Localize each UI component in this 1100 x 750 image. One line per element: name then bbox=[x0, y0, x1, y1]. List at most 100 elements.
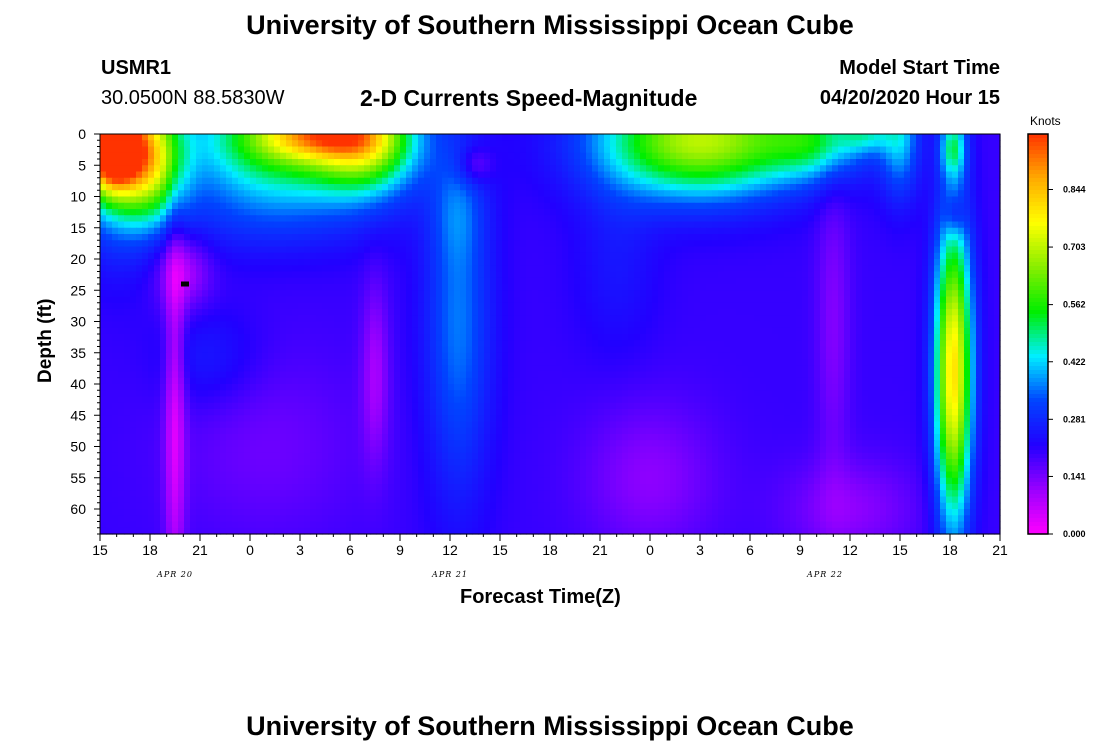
heatmap-cell bbox=[928, 271, 935, 279]
heatmap-cell bbox=[658, 334, 665, 341]
heatmap-cell bbox=[394, 196, 401, 204]
heatmap-cell bbox=[670, 215, 677, 223]
heatmap-cell bbox=[922, 315, 929, 323]
heatmap-cell bbox=[286, 284, 293, 291]
heatmap-cell bbox=[304, 265, 311, 273]
heatmap-cell bbox=[508, 202, 515, 210]
heatmap-cell bbox=[754, 184, 761, 191]
heatmap-cell bbox=[226, 271, 233, 279]
heatmap-cell bbox=[556, 277, 563, 285]
heatmap-cell bbox=[616, 134, 623, 141]
heatmap-cell bbox=[460, 290, 467, 298]
heatmap-cell bbox=[370, 134, 377, 141]
heatmap-cell bbox=[514, 284, 521, 291]
heatmap-cell bbox=[424, 246, 431, 254]
heatmap-cell bbox=[142, 334, 149, 341]
heatmap-cell bbox=[832, 309, 839, 316]
heatmap-cell bbox=[160, 146, 167, 154]
heatmap-cell bbox=[346, 190, 353, 198]
heatmap-cell bbox=[784, 184, 791, 191]
heatmap-cell bbox=[280, 202, 287, 210]
heatmap-cell bbox=[106, 215, 113, 223]
heatmap-cell bbox=[766, 215, 773, 223]
heatmap-cell bbox=[706, 234, 713, 241]
heatmap-cell bbox=[106, 271, 113, 279]
heatmap-cell bbox=[652, 277, 659, 285]
heatmap-cell bbox=[322, 202, 329, 210]
heatmap-cell bbox=[310, 165, 317, 173]
heatmap-cell bbox=[532, 321, 539, 329]
heatmap-cell bbox=[844, 277, 851, 285]
heatmap-cell bbox=[808, 146, 815, 154]
heatmap-cell bbox=[190, 221, 197, 229]
heatmap-cell bbox=[778, 171, 785, 179]
heatmap-cell bbox=[886, 271, 893, 279]
heatmap-cell bbox=[988, 209, 995, 216]
heatmap-cell bbox=[760, 221, 767, 229]
heatmap-cell bbox=[634, 184, 641, 191]
heatmap-cell bbox=[424, 334, 431, 341]
heatmap-cell bbox=[250, 202, 257, 210]
heatmap-cell bbox=[436, 252, 443, 260]
heatmap-cell bbox=[676, 234, 683, 241]
heatmap-cell bbox=[976, 196, 983, 204]
heatmap-cell bbox=[148, 215, 155, 223]
heatmap-cell bbox=[652, 140, 659, 148]
heatmap-cell bbox=[298, 134, 305, 141]
heatmap-cell bbox=[544, 290, 551, 298]
heatmap-cell bbox=[310, 309, 317, 316]
heatmap-cell bbox=[232, 290, 239, 298]
heatmap-cell bbox=[268, 221, 275, 229]
heatmap-cell bbox=[382, 227, 389, 235]
heatmap-cell bbox=[280, 134, 287, 141]
heatmap-cell bbox=[292, 227, 299, 235]
heatmap-cell bbox=[208, 196, 215, 204]
heatmap-cell bbox=[946, 327, 953, 335]
heatmap-cell bbox=[928, 215, 935, 223]
heatmap-cell bbox=[250, 265, 257, 273]
heatmap-cell bbox=[916, 209, 923, 216]
heatmap-cell bbox=[934, 184, 941, 191]
heatmap-cell bbox=[730, 246, 737, 254]
heatmap-cell bbox=[880, 334, 887, 341]
heatmap-cell bbox=[724, 321, 731, 329]
heatmap-cell bbox=[568, 159, 575, 166]
heatmap-cell bbox=[214, 302, 221, 310]
heatmap-cell bbox=[664, 290, 671, 298]
heatmap-cell bbox=[880, 165, 887, 173]
heatmap-cell bbox=[916, 221, 923, 229]
heatmap-cell bbox=[982, 177, 989, 185]
heatmap-cell bbox=[700, 246, 707, 254]
heatmap-cell bbox=[316, 327, 323, 335]
heatmap-cell bbox=[184, 340, 191, 348]
heatmap-cell bbox=[694, 202, 701, 210]
heatmap-cell bbox=[502, 140, 509, 148]
heatmap-cell bbox=[706, 284, 713, 291]
heatmap-cell bbox=[850, 246, 857, 254]
heatmap-cell bbox=[400, 134, 407, 141]
heatmap-cell bbox=[208, 302, 215, 310]
heatmap-cell bbox=[250, 209, 257, 216]
heatmap-cell bbox=[844, 140, 851, 148]
heatmap-cell bbox=[232, 196, 239, 204]
heatmap-cell bbox=[520, 177, 527, 185]
heatmap-cell bbox=[892, 196, 899, 204]
heatmap-cells bbox=[100, 134, 1001, 535]
heatmap-cell bbox=[514, 234, 521, 241]
heatmap-cell bbox=[892, 265, 899, 273]
heatmap-cell bbox=[484, 196, 491, 204]
station-id: USMR1 bbox=[101, 57, 172, 79]
heatmap-cell bbox=[856, 321, 863, 329]
heatmap-cell bbox=[958, 140, 965, 148]
heatmap-cell bbox=[118, 340, 125, 348]
heatmap-cell bbox=[514, 202, 521, 210]
heatmap-cell bbox=[448, 146, 455, 154]
heatmap-cell bbox=[262, 340, 269, 348]
heatmap-cell bbox=[322, 259, 329, 266]
heatmap-cell bbox=[490, 196, 497, 204]
heatmap-cell bbox=[766, 234, 773, 241]
model-start-label: Model Start Time bbox=[839, 57, 1000, 79]
heatmap-cell bbox=[742, 227, 749, 235]
heatmap-cell bbox=[418, 209, 425, 216]
heatmap-cell bbox=[154, 265, 161, 273]
